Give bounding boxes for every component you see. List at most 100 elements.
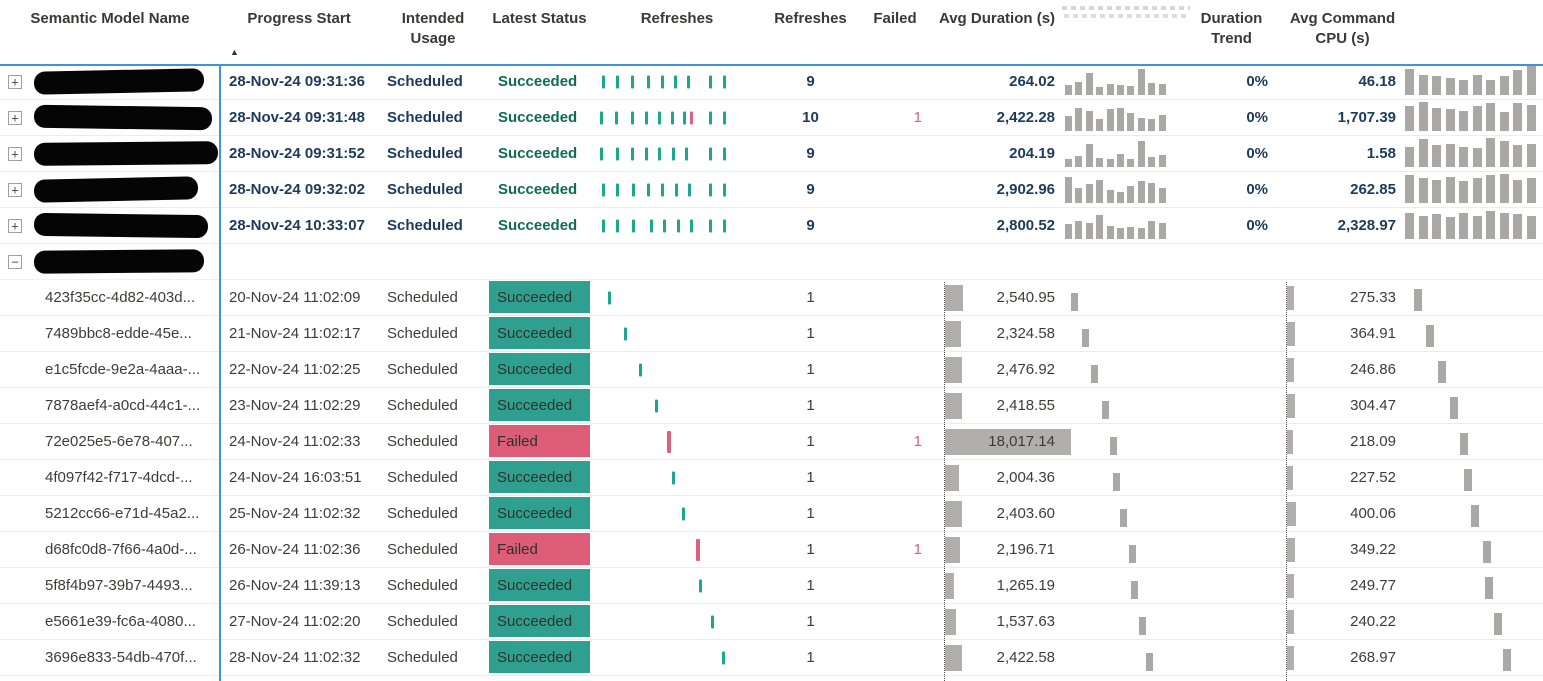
col-header-duration-trend[interactable]: Duration Trend (1200, 10, 1263, 48)
duration-trend-cell (1180, 388, 1283, 423)
frozen-column-divider (219, 64, 221, 681)
duration-bar (1071, 293, 1079, 311)
duration-bar (1101, 401, 1109, 419)
refresh-tick (630, 111, 634, 124)
col-header-semantic-model-name[interactable]: Semantic Model Name (30, 10, 190, 27)
refresh-tick (616, 75, 620, 88)
model-name-label: 7489bbc8-edde-45e... (45, 325, 192, 342)
latest-status-cell: Succeeded (488, 640, 591, 675)
expand-toggle-icon[interactable]: + (8, 218, 22, 233)
col-header-progress-start[interactable]: Progress Start ▲ (220, 9, 378, 57)
latest-status-cell: Succeeded (488, 136, 591, 171)
cpu-bar (1499, 212, 1509, 239)
duration-trend-cell: 0% (1246, 73, 1268, 90)
avg-command-cpu-value: 218.09 (1350, 433, 1396, 450)
col-header-latest-status[interactable]: Latest Status (492, 10, 587, 27)
duration-bar-chart (1062, 208, 1180, 243)
duration-bar (1138, 617, 1146, 635)
table-row: + 28-Nov-24 09:31:48 Scheduled Succeeded… (0, 100, 1543, 136)
table-row: 7878aef4-a0cd-44c1-... 23-Nov-24 11:02:2… (0, 388, 1543, 424)
cpu-bar (1472, 215, 1482, 239)
progress-start-cell: 23-Nov-24 11:02:29 (229, 397, 361, 414)
refresh-tick (709, 147, 712, 160)
avg-command-cpu-value: 268.97 (1350, 649, 1396, 666)
duration-bar (1148, 182, 1156, 203)
duration-bar (1137, 141, 1145, 167)
col-header-failed[interactable]: Failed (873, 10, 917, 27)
progress-start-cell: 27-Nov-24 11:02:20 (229, 613, 361, 630)
duration-databar (945, 356, 963, 383)
refresh-tick (662, 219, 666, 232)
cpu-bar (1432, 76, 1441, 95)
duration-bar (1117, 84, 1124, 95)
avg-duration-cell: 2,403.60 (932, 496, 1062, 531)
table-row: + 28-Nov-24 09:31:52 Scheduled Succeeded… (0, 136, 1543, 172)
expand-toggle-icon[interactable]: + (8, 110, 22, 125)
refresh-tick (614, 111, 618, 124)
duration-trend-cell (1180, 460, 1283, 495)
avg-duration-value: 2,418.55 (996, 397, 1055, 414)
model-name-cell: − (0, 244, 220, 279)
cpu-bar (1463, 469, 1472, 491)
duration-bar (1148, 118, 1156, 131)
duration-bar-chart (1062, 424, 1180, 459)
cpu-bar (1460, 433, 1468, 455)
duration-trend-cell (1180, 568, 1283, 603)
cpu-bar (1459, 146, 1468, 167)
model-name-cell: e5661e39-fc6a-4080... (0, 604, 220, 639)
duration-databar (945, 320, 962, 347)
duration-bar (1096, 86, 1104, 95)
cpu-bar (1513, 179, 1522, 203)
duration-bar (1110, 437, 1118, 455)
table-row: 423f35cc-4d82-403d... 20-Nov-24 11:02:09… (0, 280, 1543, 316)
expand-toggle-icon[interactable]: + (8, 74, 22, 89)
col-header-intended-usage[interactable]: Intended Usage (401, 10, 465, 48)
model-name-cell: 7878aef4-a0cd-44c1-... (0, 388, 220, 423)
expand-toggle-icon[interactable]: + (8, 146, 22, 161)
col-header-refreshes-count[interactable]: Refreshes (774, 10, 847, 27)
refreshes-count-cell: 9 (806, 217, 815, 234)
avg-duration-cell: 18,017.14 (932, 424, 1071, 459)
duration-bar-chart (1062, 316, 1180, 351)
cpu-bar-chart (1402, 244, 1543, 279)
model-name-label: 5212cc66-e71d-45a2... (45, 505, 200, 522)
expand-toggle-icon[interactable]: + (8, 182, 22, 197)
refreshes-count-cell: 1 (806, 541, 815, 558)
refreshes-count-cell: 1 (806, 613, 815, 630)
col-header-avg-command-cpu[interactable]: Avg Command CPU (s) (1289, 10, 1396, 48)
duration-trend-cell: 0% (1246, 217, 1268, 234)
cpu-bar (1405, 106, 1414, 131)
col-header-avg-duration[interactable]: Avg Duration (s) (938, 10, 1056, 27)
status-text: Succeeded (498, 217, 578, 234)
cpu-bar (1445, 176, 1455, 203)
cpu-bar (1486, 79, 1495, 95)
refresh-tick (709, 111, 712, 124)
avg-command-cpu-value: 349.22 (1350, 541, 1396, 558)
duration-bar (1145, 653, 1153, 671)
cpu-bar-chart (1402, 352, 1543, 387)
duration-databar (945, 644, 962, 671)
cpu-databar (1287, 645, 1295, 670)
model-name-cell: 3696e833-54db-470f... (0, 640, 220, 675)
duration-bar (1075, 188, 1083, 203)
col-header-refreshes-chart[interactable]: Refreshes (640, 10, 714, 27)
duration-databar (945, 536, 961, 563)
status-badge: Succeeded (489, 389, 590, 421)
duration-bar (1148, 156, 1156, 167)
duration-bar (1096, 118, 1104, 131)
cpu-bar (1472, 148, 1482, 167)
progress-start-cell: 25-Nov-24 11:02:32 (229, 505, 361, 522)
failed-count-cell (858, 280, 932, 315)
avg-duration-cell: 2,324.58 (932, 316, 1062, 351)
duration-bar-chart (1062, 280, 1180, 315)
failed-count-cell (858, 316, 932, 351)
refresh-tick (624, 327, 628, 340)
duration-trend-cell (1180, 316, 1283, 351)
table-row: 4f097f42-f717-4dcd-... 24-Nov-24 16:03:5… (0, 460, 1543, 496)
refreshes-sparkline (591, 532, 763, 567)
avg-command-cpu-value: 1.58 (1366, 145, 1396, 162)
intended-usage-cell: Scheduled (387, 145, 463, 162)
duration-databar (945, 392, 962, 419)
expand-toggle-icon[interactable]: − (8, 254, 22, 269)
refresh-tick (681, 507, 685, 520)
